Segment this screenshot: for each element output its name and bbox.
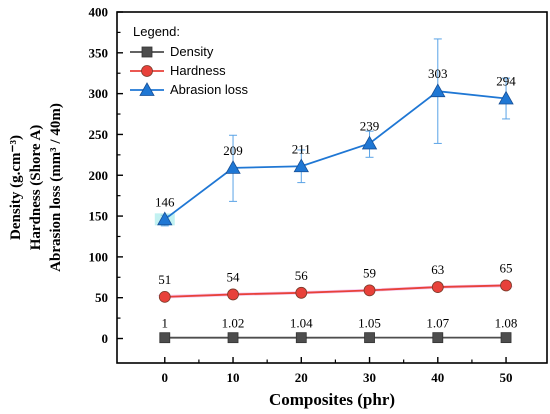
series-line <box>164 90 507 221</box>
axes: 0 50 100 150 200 250 300 350 400 0 10 20 30 40 50 <box>89 5 513 386</box>
data-label: 59 <box>363 265 376 280</box>
y-tick-label: 400 <box>89 5 109 20</box>
x-axis-title: Composites (phr) <box>269 390 395 409</box>
data-label: 294 <box>496 74 516 89</box>
data-point <box>361 135 378 150</box>
data-point <box>225 160 241 174</box>
data-label: 63 <box>431 262 444 277</box>
data-point <box>158 290 171 303</box>
legend-item: Abrasion loss <box>130 82 249 97</box>
x-tick-label: 10 <box>227 370 240 385</box>
data-point <box>498 90 514 105</box>
data-label: 51 <box>158 272 171 287</box>
data-point <box>157 211 173 226</box>
series-abrasion-loss: 146 209 211 239 303 294 <box>154 38 516 227</box>
y-tick-label: 50 <box>95 290 108 305</box>
y-axis-title-line: Abrasion loss (mm³ / 40m) <box>48 103 64 272</box>
data-label: 146 <box>155 194 175 209</box>
y-tick-label: 150 <box>89 209 109 224</box>
data-label: 1.02 <box>222 316 245 331</box>
data-point <box>293 158 309 173</box>
legend-label: Density <box>170 44 214 59</box>
x-tick-label: 0 <box>162 370 169 385</box>
legend-item: Hardness <box>130 63 226 78</box>
series-hardness: 51 54 56 59 63 65 <box>156 260 515 303</box>
legend: Legend: Density Hardness Abrasion loss <box>130 24 249 97</box>
x-tick-label: 50 <box>500 370 513 385</box>
y-axis-title: Density (g.cm⁻³) Hardness (Shore A) Abrasi… <box>8 103 64 272</box>
data-label: 54 <box>227 269 241 284</box>
legend-marker <box>139 82 155 96</box>
data-point <box>500 279 512 292</box>
data-point <box>364 332 375 344</box>
data-point <box>500 332 512 344</box>
data-label: 239 <box>360 118 380 133</box>
data-point <box>295 286 308 299</box>
data-label: 65 <box>500 260 513 275</box>
y-tick-label: 300 <box>89 86 109 101</box>
plot-frame <box>116 11 548 364</box>
data-point <box>159 332 171 344</box>
legend-title: Legend: <box>133 24 180 39</box>
y-tick-label: 100 <box>89 249 109 264</box>
y-tick-label: 250 <box>89 127 109 142</box>
data-label: 209 <box>223 143 243 158</box>
legend-marker <box>141 65 153 77</box>
data-label: 56 <box>295 268 309 283</box>
plot-area: 1 1.02 1.04 1.05 1.07 1.08 51 54 56 59 63 65 146 209 2… <box>154 38 518 344</box>
data-label: 1.05 <box>358 316 381 331</box>
y-axis-title-line: Hardness (Shore A) <box>28 125 44 251</box>
data-label: 1.04 <box>290 316 313 331</box>
x-tick-label: 20 <box>295 370 308 385</box>
legend-label: Hardness <box>170 63 226 78</box>
x-tick-label: 30 <box>363 370 376 385</box>
data-point <box>295 332 307 344</box>
data-point <box>227 332 239 344</box>
legend-marker <box>141 46 153 58</box>
series-line <box>164 284 507 298</box>
legend-item: Density <box>130 44 214 59</box>
data-label: 303 <box>428 66 448 81</box>
data-label: 1.07 <box>426 316 449 331</box>
x-tick-label: 40 <box>431 370 444 385</box>
y-tick-label: 0 <box>102 331 109 346</box>
data-label: 1 <box>162 316 169 331</box>
data-point <box>432 332 444 344</box>
y-tick-label: 200 <box>89 168 109 183</box>
data-point <box>227 288 239 301</box>
data-label: 211 <box>292 141 311 156</box>
data-point <box>431 281 444 293</box>
data-label: 1.08 <box>495 316 518 331</box>
data-point <box>363 284 376 297</box>
legend-label: Abrasion loss <box>170 82 249 97</box>
data-point <box>430 83 446 98</box>
series-density: 1 1.02 1.04 1.05 1.07 1.08 <box>159 316 518 344</box>
y-tick-label: 350 <box>89 45 109 60</box>
y-axis-title-line: Density (g.cm⁻³) <box>8 135 24 240</box>
